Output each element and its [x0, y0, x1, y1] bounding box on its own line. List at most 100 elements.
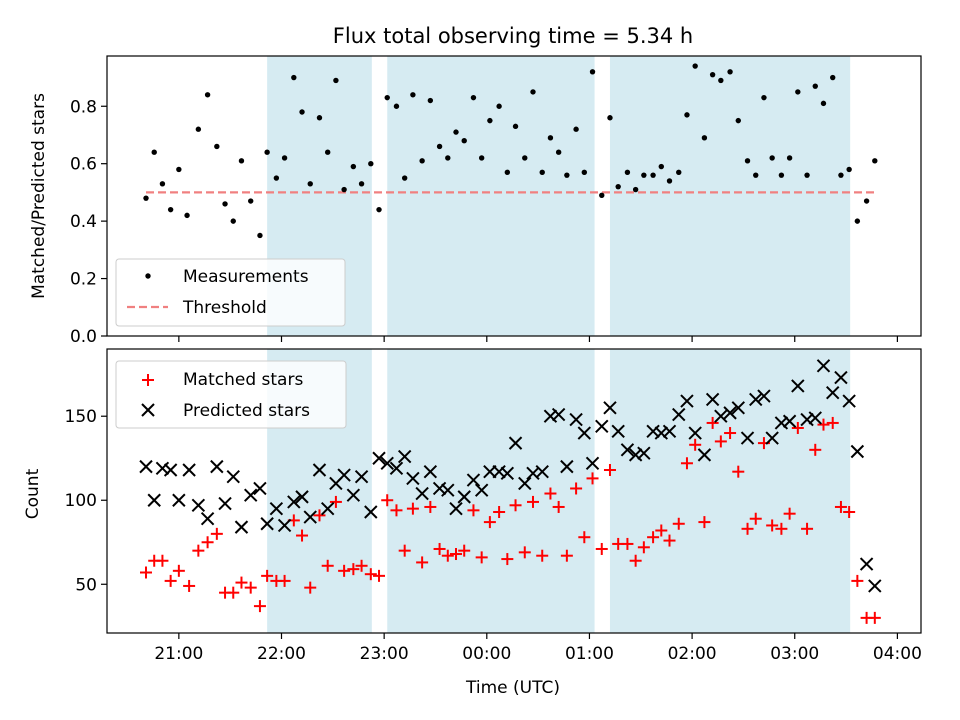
- measurement-point: [632, 186, 639, 193]
- predicted-star-point: [163, 463, 178, 477]
- bottom-legend: Matched stars Predicted stars: [115, 360, 347, 429]
- matched-star-point: [817, 418, 830, 431]
- measurement-point: [151, 149, 157, 155]
- predicted-star-point: [234, 520, 249, 534]
- measurement-point: [581, 169, 588, 176]
- measurement-point: [727, 69, 733, 75]
- predicted-star-point: [868, 579, 882, 593]
- predicted-star-point: [303, 510, 317, 524]
- measurements-series: [143, 63, 878, 239]
- matched-star-point: [801, 522, 814, 535]
- measurement-point: [341, 186, 347, 193]
- predicted-star-point: [714, 409, 728, 423]
- predicted-star-point: [295, 490, 309, 504]
- predicted-star-point: [474, 483, 489, 497]
- top-axes-frame: [106, 55, 922, 337]
- bottom-legend-box: [115, 360, 347, 429]
- matched-star-point: [201, 536, 214, 549]
- matched-star-point: [156, 554, 169, 567]
- matched-star-point: [313, 509, 326, 522]
- matched-star-point: [164, 574, 177, 587]
- measurement-point: [846, 166, 852, 173]
- measurement-point: [195, 126, 202, 132]
- matched-star-point: [680, 457, 693, 470]
- predicted-star-point: [842, 394, 856, 408]
- matched-star-point: [424, 500, 437, 513]
- y-tick-label: 0.8: [70, 97, 97, 117]
- matched-star-point: [227, 586, 240, 599]
- measurement-point: [350, 163, 357, 170]
- measurement-point: [184, 212, 190, 219]
- matched-star-point: [655, 524, 668, 537]
- measurement-point: [564, 172, 570, 178]
- x-tick-label: 23:00: [360, 644, 409, 664]
- matched-star-point: [261, 569, 274, 582]
- bottom-shaded-intervals: [267, 349, 851, 633]
- measurement-point: [393, 103, 400, 109]
- matched-star-point: [518, 546, 531, 559]
- measurement-point: [539, 169, 545, 176]
- predicted-star-point: [535, 464, 549, 479]
- bottom-x-axis-ticks: 21:00 22:00 23:00 00:00 01:00 02:00 03:00 04:00: [154, 633, 922, 664]
- matched-star-point: [714, 435, 727, 448]
- matched-star-point: [364, 568, 377, 581]
- matched-star-point: [509, 499, 522, 512]
- matched-star-point: [390, 504, 403, 517]
- predicted-star-point: [637, 446, 651, 460]
- legend-matched-label: Matched stars: [183, 370, 303, 390]
- predicted-star-point: [441, 483, 455, 497]
- legend-matched-marker: [142, 374, 154, 386]
- matched-star-point: [458, 544, 471, 557]
- measurement-point: [324, 149, 331, 155]
- measurement-point: [487, 117, 493, 124]
- measurement-point: [230, 218, 236, 224]
- matched-star-point: [552, 500, 565, 513]
- matched-star-point: [578, 531, 591, 544]
- measurement-point: [676, 169, 682, 176]
- predicted-star-point: [312, 463, 327, 477]
- measurement-point: [786, 155, 793, 161]
- measurement-point: [204, 92, 211, 98]
- predicted-star-point: [191, 498, 206, 512]
- predicted-star-point: [628, 448, 643, 462]
- matched-star-point: [791, 421, 804, 434]
- measurement-point: [658, 163, 665, 170]
- observing-interval-shade: [609, 56, 851, 336]
- y-tick-label: 0.4: [70, 212, 97, 232]
- measurement-point: [650, 172, 656, 178]
- y-tick-label: 100: [65, 491, 97, 511]
- matched-star-point: [586, 472, 599, 485]
- predicted-star-point: [518, 476, 532, 491]
- predicted-star-point: [740, 431, 755, 445]
- measurement-point: [684, 112, 690, 118]
- x-axis-label: Time (UTC): [465, 678, 560, 698]
- measurement-point: [555, 149, 562, 155]
- predicted-star-point: [423, 464, 438, 479]
- predicted-star-point: [372, 451, 386, 465]
- matched-star-point: [783, 507, 796, 520]
- legend-predicted-label: Predicted stars: [183, 401, 310, 421]
- x-tick-label: 21:00: [154, 644, 203, 664]
- measurement-point: [316, 115, 323, 121]
- top-y-axis-ticks: 0.0 0.2 0.4 0.6 0.8: [70, 97, 107, 347]
- measurement-point: [512, 123, 519, 130]
- predicted-star-point: [466, 473, 481, 487]
- predicted-star-point: [432, 481, 447, 496]
- predicted-star-point: [200, 512, 215, 526]
- predicted-star-point: [595, 419, 609, 434]
- matched-star-point: [595, 542, 608, 555]
- predicted-star-point: [791, 379, 805, 393]
- predicted-star-point: [337, 468, 351, 482]
- predicted-star-point: [646, 424, 660, 439]
- predicted-star-point: [749, 392, 763, 407]
- predicted-star-point: [834, 370, 848, 385]
- predicted-star-point: [662, 424, 677, 439]
- measurement-point: [453, 129, 459, 135]
- measurement-point: [530, 89, 536, 95]
- matched-stars-series: [140, 416, 881, 624]
- measurement-point: [854, 218, 861, 224]
- measurement-point: [445, 155, 451, 161]
- measurement-point: [769, 155, 775, 161]
- measurement-point: [333, 77, 339, 84]
- measurement-point: [273, 175, 280, 181]
